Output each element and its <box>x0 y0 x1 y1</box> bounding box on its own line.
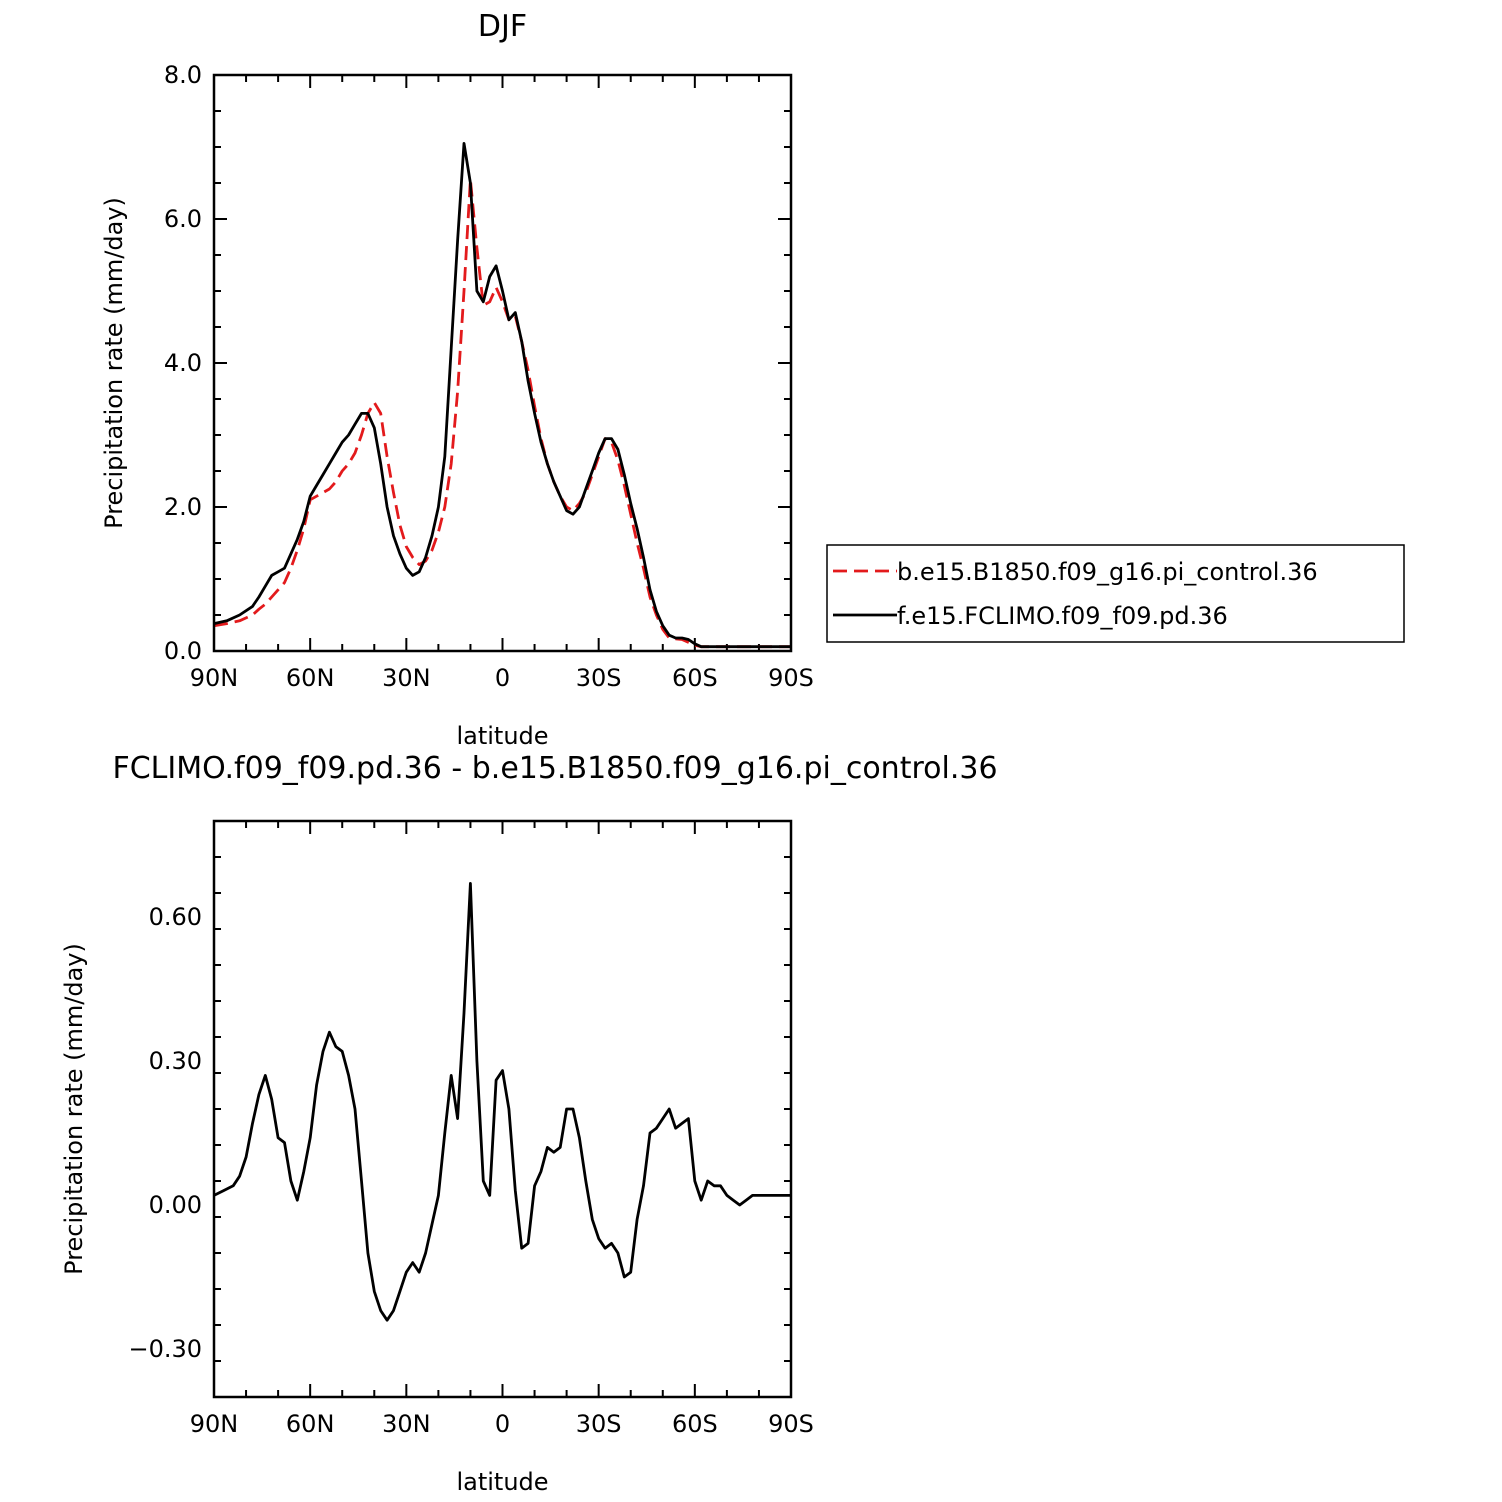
x-tick-label: 90S <box>768 1410 814 1438</box>
y-tick-labels: 0.0 2.0 4.0 6.0 8.0 <box>164 61 202 665</box>
x-tick-label: 30S <box>576 664 622 692</box>
x-tick-label: 90S <box>768 664 814 692</box>
x-tick-labels: 90N 60N 30N 0 30S 60S 90S <box>190 1410 814 1438</box>
y-tick-labels: −0.30 0.00 0.30 0.60 <box>128 903 202 1363</box>
chart-djf: DJF 90N 60N 30N 0 30S 60S 90S 0.02.04.06.08.0 … <box>100 9 1405 750</box>
chart-title: DJF <box>478 9 527 44</box>
legend-label-fclimo: f.e15.FCLIMO.f09_f09.pd.36 <box>897 602 1228 630</box>
x-axis-label: latitude <box>456 722 548 750</box>
y-tick-label: 2.0 <box>164 493 202 521</box>
chart-difference: FCLIMO.f09_f09.pd.36 - b.e15.B1850.f09_g… <box>60 751 998 1496</box>
plot-frame <box>212 819 793 1399</box>
x-axis-label: latitude <box>456 1468 548 1496</box>
x-tick-label: 60S <box>672 1410 718 1438</box>
y-axis-label: Precipitation rate (mm/day) <box>60 943 88 1275</box>
series-line-1 <box>213 141 791 649</box>
tick-marks <box>213 74 792 652</box>
y-axis-label: Precipitation rate (mm/day) <box>100 197 128 529</box>
x-tick-label: 30S <box>576 1410 622 1438</box>
x-tick-labels: 90N 60N 30N 0 30S 60S 90S <box>190 664 814 692</box>
x-tick-label: 90N <box>190 664 239 692</box>
series-group <box>213 882 791 1322</box>
x-tick-label: 60N <box>286 1410 335 1438</box>
y-tick-label: 0.00 <box>149 1191 202 1219</box>
y-tick-label: 8.0 <box>164 61 202 89</box>
x-tick-label: 30N <box>382 1410 431 1438</box>
y-tick-label: 0.30 <box>149 1047 202 1075</box>
legend-label-pi-control: b.e15.B1850.f09_g16.pi_control.36 <box>897 558 1318 586</box>
y-tick-label: 6.0 <box>164 205 202 233</box>
x-tick-label: 90N <box>190 1410 239 1438</box>
legend-box <box>826 544 1405 643</box>
series-group <box>213 141 791 649</box>
y-tick-label: 4.0 <box>164 349 202 377</box>
x-tick-label: 0 <box>495 664 510 692</box>
y-tick-label: 0.0 <box>164 637 202 665</box>
x-tick-label: 30N <box>382 664 431 692</box>
x-tick-label: 60N <box>286 664 335 692</box>
chart-title: FCLIMO.f09_f09.pd.36 - b.e15.B1850.f09_g… <box>112 751 997 786</box>
legend: b.e15.B1850.f09_g16.pi_control.36 f.e15.… <box>826 544 1405 643</box>
series-line-0 <box>213 882 791 1322</box>
x-tick-label: 0 <box>495 1410 510 1438</box>
y-tick-label: −0.30 <box>128 1335 202 1363</box>
tick-marks <box>213 820 792 1398</box>
plot-frame <box>212 73 793 653</box>
y-tick-label: 0.60 <box>149 903 202 931</box>
x-tick-label: 60S <box>672 664 718 692</box>
series-line-0 <box>213 177 791 649</box>
